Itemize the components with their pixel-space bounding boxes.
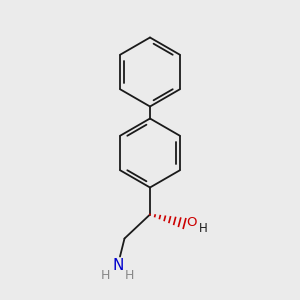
Text: O: O bbox=[186, 215, 196, 229]
Text: N: N bbox=[113, 258, 124, 273]
Text: H: H bbox=[199, 222, 208, 236]
Text: H: H bbox=[101, 268, 110, 282]
Text: H: H bbox=[125, 268, 134, 282]
